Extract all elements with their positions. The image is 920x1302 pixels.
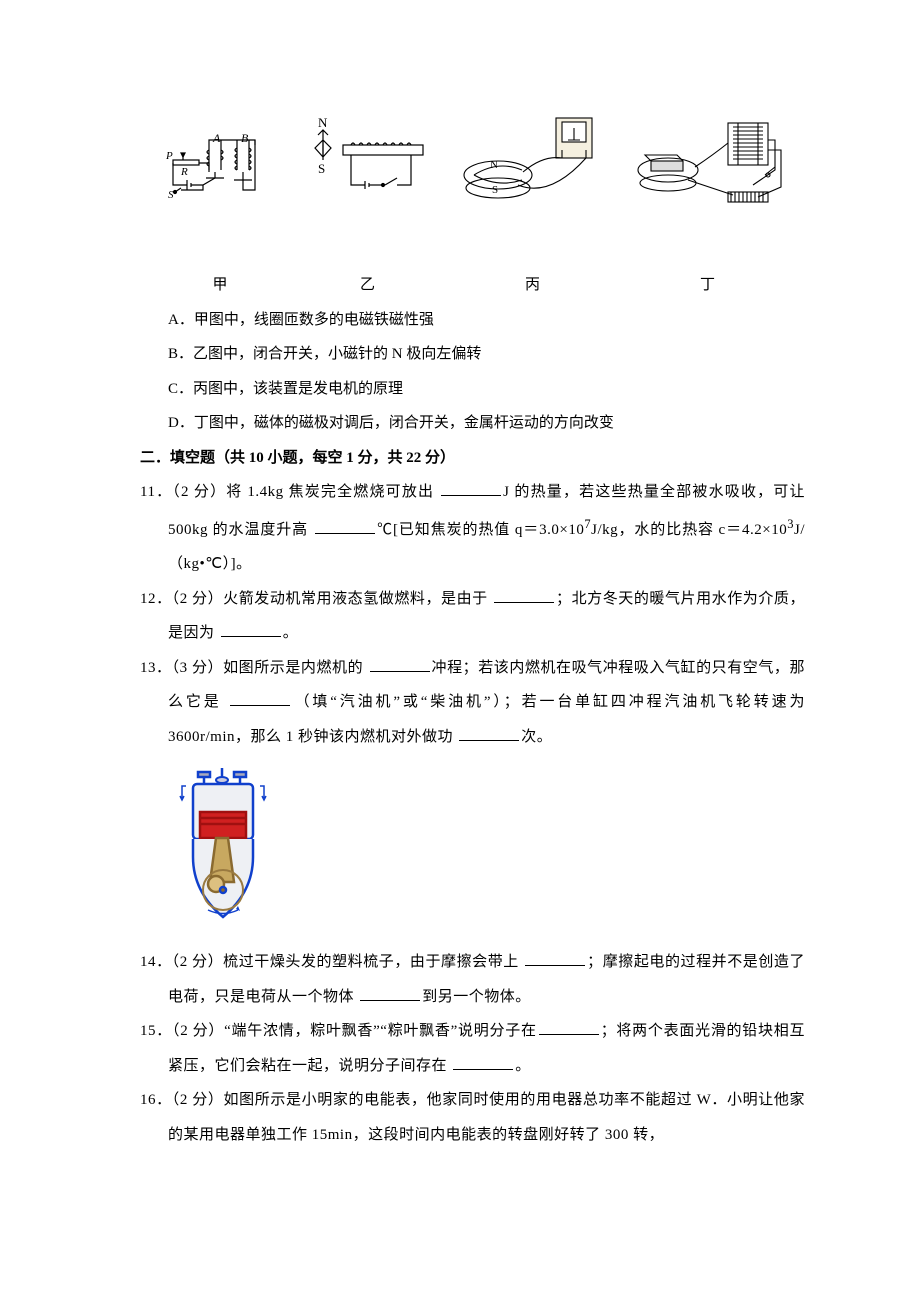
blank: [539, 1019, 599, 1036]
q14-text: 到另一个物体。: [422, 989, 531, 1005]
q12-text: 12．（2 分）火箭发动机常用液态氢做燃料，是由于: [140, 591, 492, 607]
question-13: 13．（3 分）如图所示是内燃机的 冲程；若该内燃机在吸气冲程吸入气缸的只有空气…: [140, 651, 805, 755]
q11-text: 11．（2 分）将 1.4kg 焦炭完全燃烧可放出: [140, 484, 439, 500]
figure-bing-svg: N S: [458, 110, 608, 215]
blank: [315, 517, 375, 534]
section-2-title: 二．填空题（共 10 小题，每空 1 分，共 22 分）: [140, 441, 805, 476]
figure-yi-svg: N S: [303, 115, 433, 215]
blank: [221, 621, 281, 638]
svg-text:N: N: [490, 159, 498, 171]
figure-bing: N S 丙: [458, 110, 608, 303]
blank: [370, 655, 430, 672]
engine-figure: [168, 762, 278, 937]
q15-text: 15．（2 分）“端午浓情，粽叶飘香”“粽叶飘香”说明分子在: [140, 1023, 537, 1039]
q11-text: ℃[已知焦炭的热值 q＝3.0×10: [377, 522, 585, 538]
figure-ding: 丁: [633, 115, 783, 303]
question-15: 15．（2 分）“端午浓情，粽叶飘香”“粽叶飘香”说明分子在；将两个表面光滑的铅…: [140, 1014, 805, 1083]
svg-text:N: N: [318, 115, 328, 130]
figure-jia: A B P R S: [163, 130, 278, 303]
blank: [360, 984, 420, 1001]
blank: [230, 690, 290, 707]
figure-label: 乙: [360, 268, 375, 303]
q14-text: 14．（2 分）梳过干燥头发的塑料梳子，由于摩擦会带上: [140, 954, 523, 970]
option-a: A．甲图中，线圈匝数多的电磁铁磁性强: [168, 303, 805, 338]
figure-jia-svg: A B P R S: [163, 130, 278, 215]
svg-text:P: P: [165, 150, 173, 162]
blank: [525, 950, 585, 967]
blank: [494, 586, 554, 603]
figure-ding-svg: [633, 115, 783, 215]
question-12: 12．（2 分）火箭发动机常用液态氢做燃料，是由于 ；北方冬天的暖气片用水作为介…: [140, 582, 805, 651]
figure-label: 丁: [700, 268, 715, 303]
experiment-figures: A B P R S: [140, 110, 805, 303]
q12-text: 。: [283, 625, 299, 641]
svg-text:S: S: [318, 161, 325, 176]
blank: [441, 480, 501, 497]
figure-label: 丙: [525, 268, 540, 303]
blank: [459, 724, 519, 741]
option-d: D．丁图中，磁体的磁极对调后，闭合开关，金属杆运动的方向改变: [168, 406, 805, 441]
question-11: 11．（2 分）将 1.4kg 焦炭完全燃烧可放出 J 的热量，若这些热量全部被…: [140, 475, 805, 582]
q16-text: 16．（2 分）如图所示是小明家的电能表，他家同时使用的用电器总功率不能超过: [140, 1092, 692, 1108]
q13-text: 次。: [521, 729, 552, 745]
option-c: C．丙图中，该装置是发电机的原理: [168, 372, 805, 407]
blank: [453, 1053, 513, 1070]
svg-text:S: S: [492, 184, 498, 196]
sup: 3: [787, 517, 794, 531]
svg-text:R: R: [180, 166, 188, 178]
option-b: B．乙图中，闭合开关，小磁针的 N 极向左偏转: [168, 337, 805, 372]
options-block: A．甲图中，线圈匝数多的电磁铁磁性强 B．乙图中，闭合开关，小磁针的 N 极向左…: [140, 303, 805, 441]
figure-yi: N S 乙: [303, 115, 433, 303]
question-14: 14．（2 分）梳过干燥头发的塑料梳子，由于摩擦会带上 ；摩擦起电的过程并不是创…: [140, 945, 805, 1014]
svg-text:A: A: [212, 131, 221, 145]
svg-text:B: B: [241, 131, 249, 145]
q15-text: 。: [515, 1058, 531, 1074]
q11-text: J/kg，水的比热容 c＝4.2×10: [591, 522, 787, 538]
figure-label: 甲: [212, 268, 227, 303]
question-16: 16．（2 分）如图所示是小明家的电能表，他家同时使用的用电器总功率不能超过 W…: [140, 1083, 805, 1152]
q13-text: 13．（3 分）如图所示是内燃机的: [140, 660, 368, 676]
svg-text:S: S: [168, 189, 174, 201]
